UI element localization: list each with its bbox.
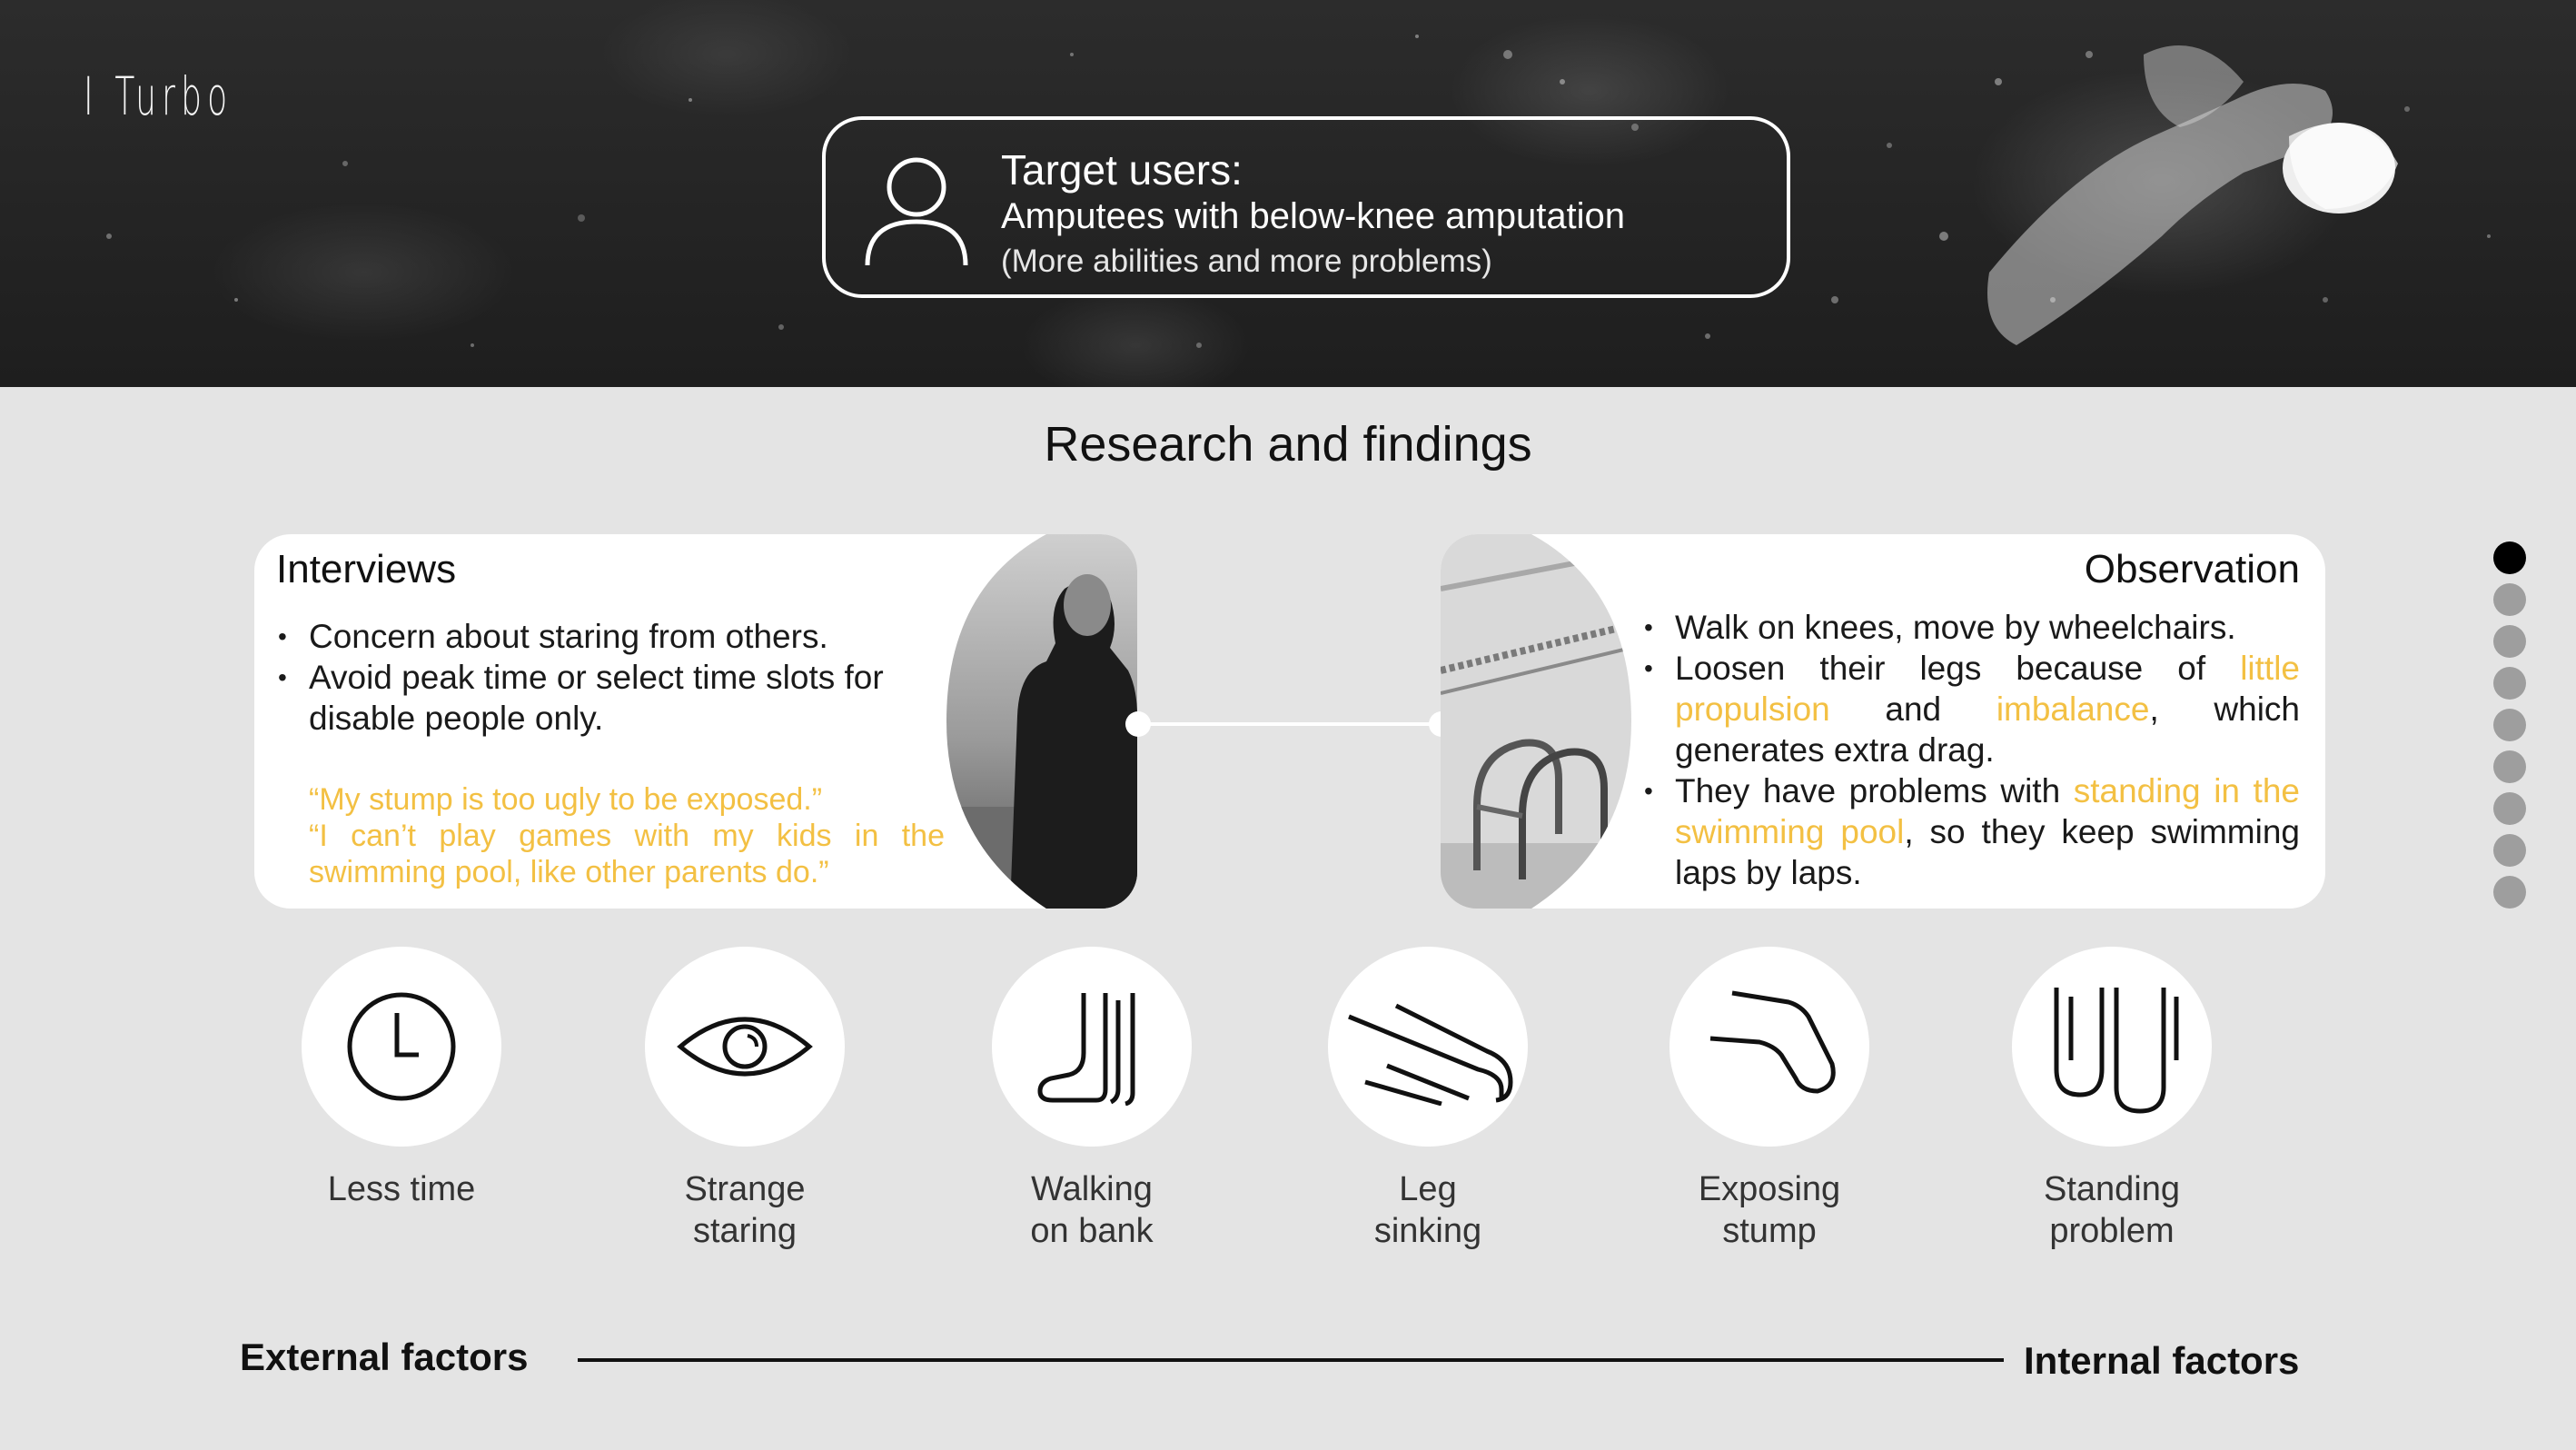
icon-circle [645, 947, 845, 1147]
problem-label: Strange staring [684, 1170, 806, 1250]
foot-icon [1037, 993, 1135, 1106]
slide-pager [2493, 541, 2528, 918]
interview-bullet: Avoid peak time or select time slots for… [276, 657, 948, 739]
problem-label: Less time [327, 1170, 476, 1208]
bullet-text: Loosen their legs because of [1675, 650, 2241, 687]
clock-icon [347, 992, 456, 1101]
person-photo [946, 534, 1137, 909]
problem-label: Exposing stump [1698, 1170, 1841, 1250]
problem-less-time: Less time [265, 947, 538, 1210]
pager-dot-3[interactable] [2493, 625, 2526, 658]
icon-circle [1669, 947, 1869, 1147]
hero-banner: I Turbo Target users: Amputees with belo… [0, 0, 2576, 387]
problem-exposing-stump: Exposing stump [1633, 947, 1906, 1252]
card-connector [1137, 722, 1441, 726]
section-title: Research and findings [1044, 417, 1532, 472]
connector-node-left [1125, 711, 1151, 737]
stump-icon [1709, 990, 1836, 1094]
target-subtitle: Amputees with below-knee amputation [1001, 196, 1626, 236]
observation-card: Observation Walk on knees, move by wheel… [1441, 534, 2325, 909]
pager-dot-6[interactable] [2493, 750, 2526, 783]
observation-heading: Observation [2084, 547, 2300, 591]
internal-factors-label: Internal factors [2024, 1339, 2300, 1382]
icon-circle [302, 947, 501, 1147]
bullet-text: They have problems with [1675, 772, 2074, 809]
highlight-imbalance: imbalance [1996, 690, 2150, 728]
interview-bullet: Concern about staring from others. [276, 616, 948, 657]
bullet-text: , which generates extra drag. [1675, 690, 2301, 769]
target-title: Target users: [1001, 146, 1243, 194]
problem-standing: Standing problem [1976, 947, 2248, 1252]
observation-bullet: Loosen their legs because of little prop… [1642, 648, 2300, 770]
highlight-little-propulsion: little propulsion [1675, 650, 2300, 728]
interviews-card: Interviews Concern about staring from ot… [254, 534, 1137, 909]
problem-label: Leg sinking [1373, 1170, 1482, 1250]
brand-logo: I Turbo [84, 65, 233, 127]
interviews-bullets: Concern about staring from others. Avoid… [276, 616, 948, 739]
quote-stump: “My stump is too ugly to be exposed.” [309, 782, 823, 817]
pager-dot-1[interactable] [2493, 541, 2526, 574]
factors-axis-line [578, 1358, 2004, 1362]
eye-icon [677, 1017, 813, 1077]
target-note: (More abilities and more problems) [1001, 243, 1492, 279]
icon-circle [1328, 947, 1528, 1147]
pager-dot-4[interactable] [2493, 667, 2526, 700]
water-texture [106, 35, 2491, 348]
bullet-text: and [1829, 690, 1996, 728]
interview-quotes: “My stump is too ugly to be exposed.” “I… [309, 781, 945, 890]
swimmer-silhouette [1987, 45, 2398, 345]
external-factors-label: External factors [240, 1336, 529, 1378]
icon-circle [2012, 947, 2212, 1147]
pager-dot-2[interactable] [2493, 583, 2526, 616]
observation-bullet: They have problems with standing in the … [1642, 770, 2300, 893]
bullet-text: Walk on knees, move by wheelchairs. [1675, 609, 2236, 646]
pool-ladder-photo [1441, 534, 1631, 909]
observation-bullet: Walk on knees, move by wheelchairs. [1642, 607, 2300, 648]
icon-circle [992, 947, 1192, 1147]
pager-dot-9[interactable] [2493, 876, 2526, 909]
sinking-leg-icon [1348, 1003, 1513, 1106]
target-users-card: Target users: Amputees with below-knee a… [822, 116, 1790, 298]
user-icon [865, 157, 968, 266]
standing-legs-icon [2054, 988, 2179, 1114]
bullet-text: , so they keep swimming laps by laps. [1675, 813, 2300, 891]
problem-walking-on-bank: Walking on bank [956, 947, 1228, 1252]
problem-label: Walking on bank [1030, 1170, 1154, 1250]
problem-strange-staring: Strange staring [609, 947, 881, 1252]
highlight-standing: standing in the swimming pool [1675, 772, 2300, 850]
problem-label: Standing problem [2043, 1170, 2180, 1250]
quote-kids: “I can’t play games with my kids in the … [309, 819, 945, 889]
interviews-heading: Interviews [276, 547, 457, 591]
problem-leg-sinking: Leg sinking [1292, 947, 1564, 1252]
pager-dot-5[interactable] [2493, 709, 2526, 741]
observation-bullets: Walk on knees, move by wheelchairs. Loos… [1642, 607, 2300, 893]
pager-dot-8[interactable] [2493, 834, 2526, 867]
pager-dot-7[interactable] [2493, 792, 2526, 825]
